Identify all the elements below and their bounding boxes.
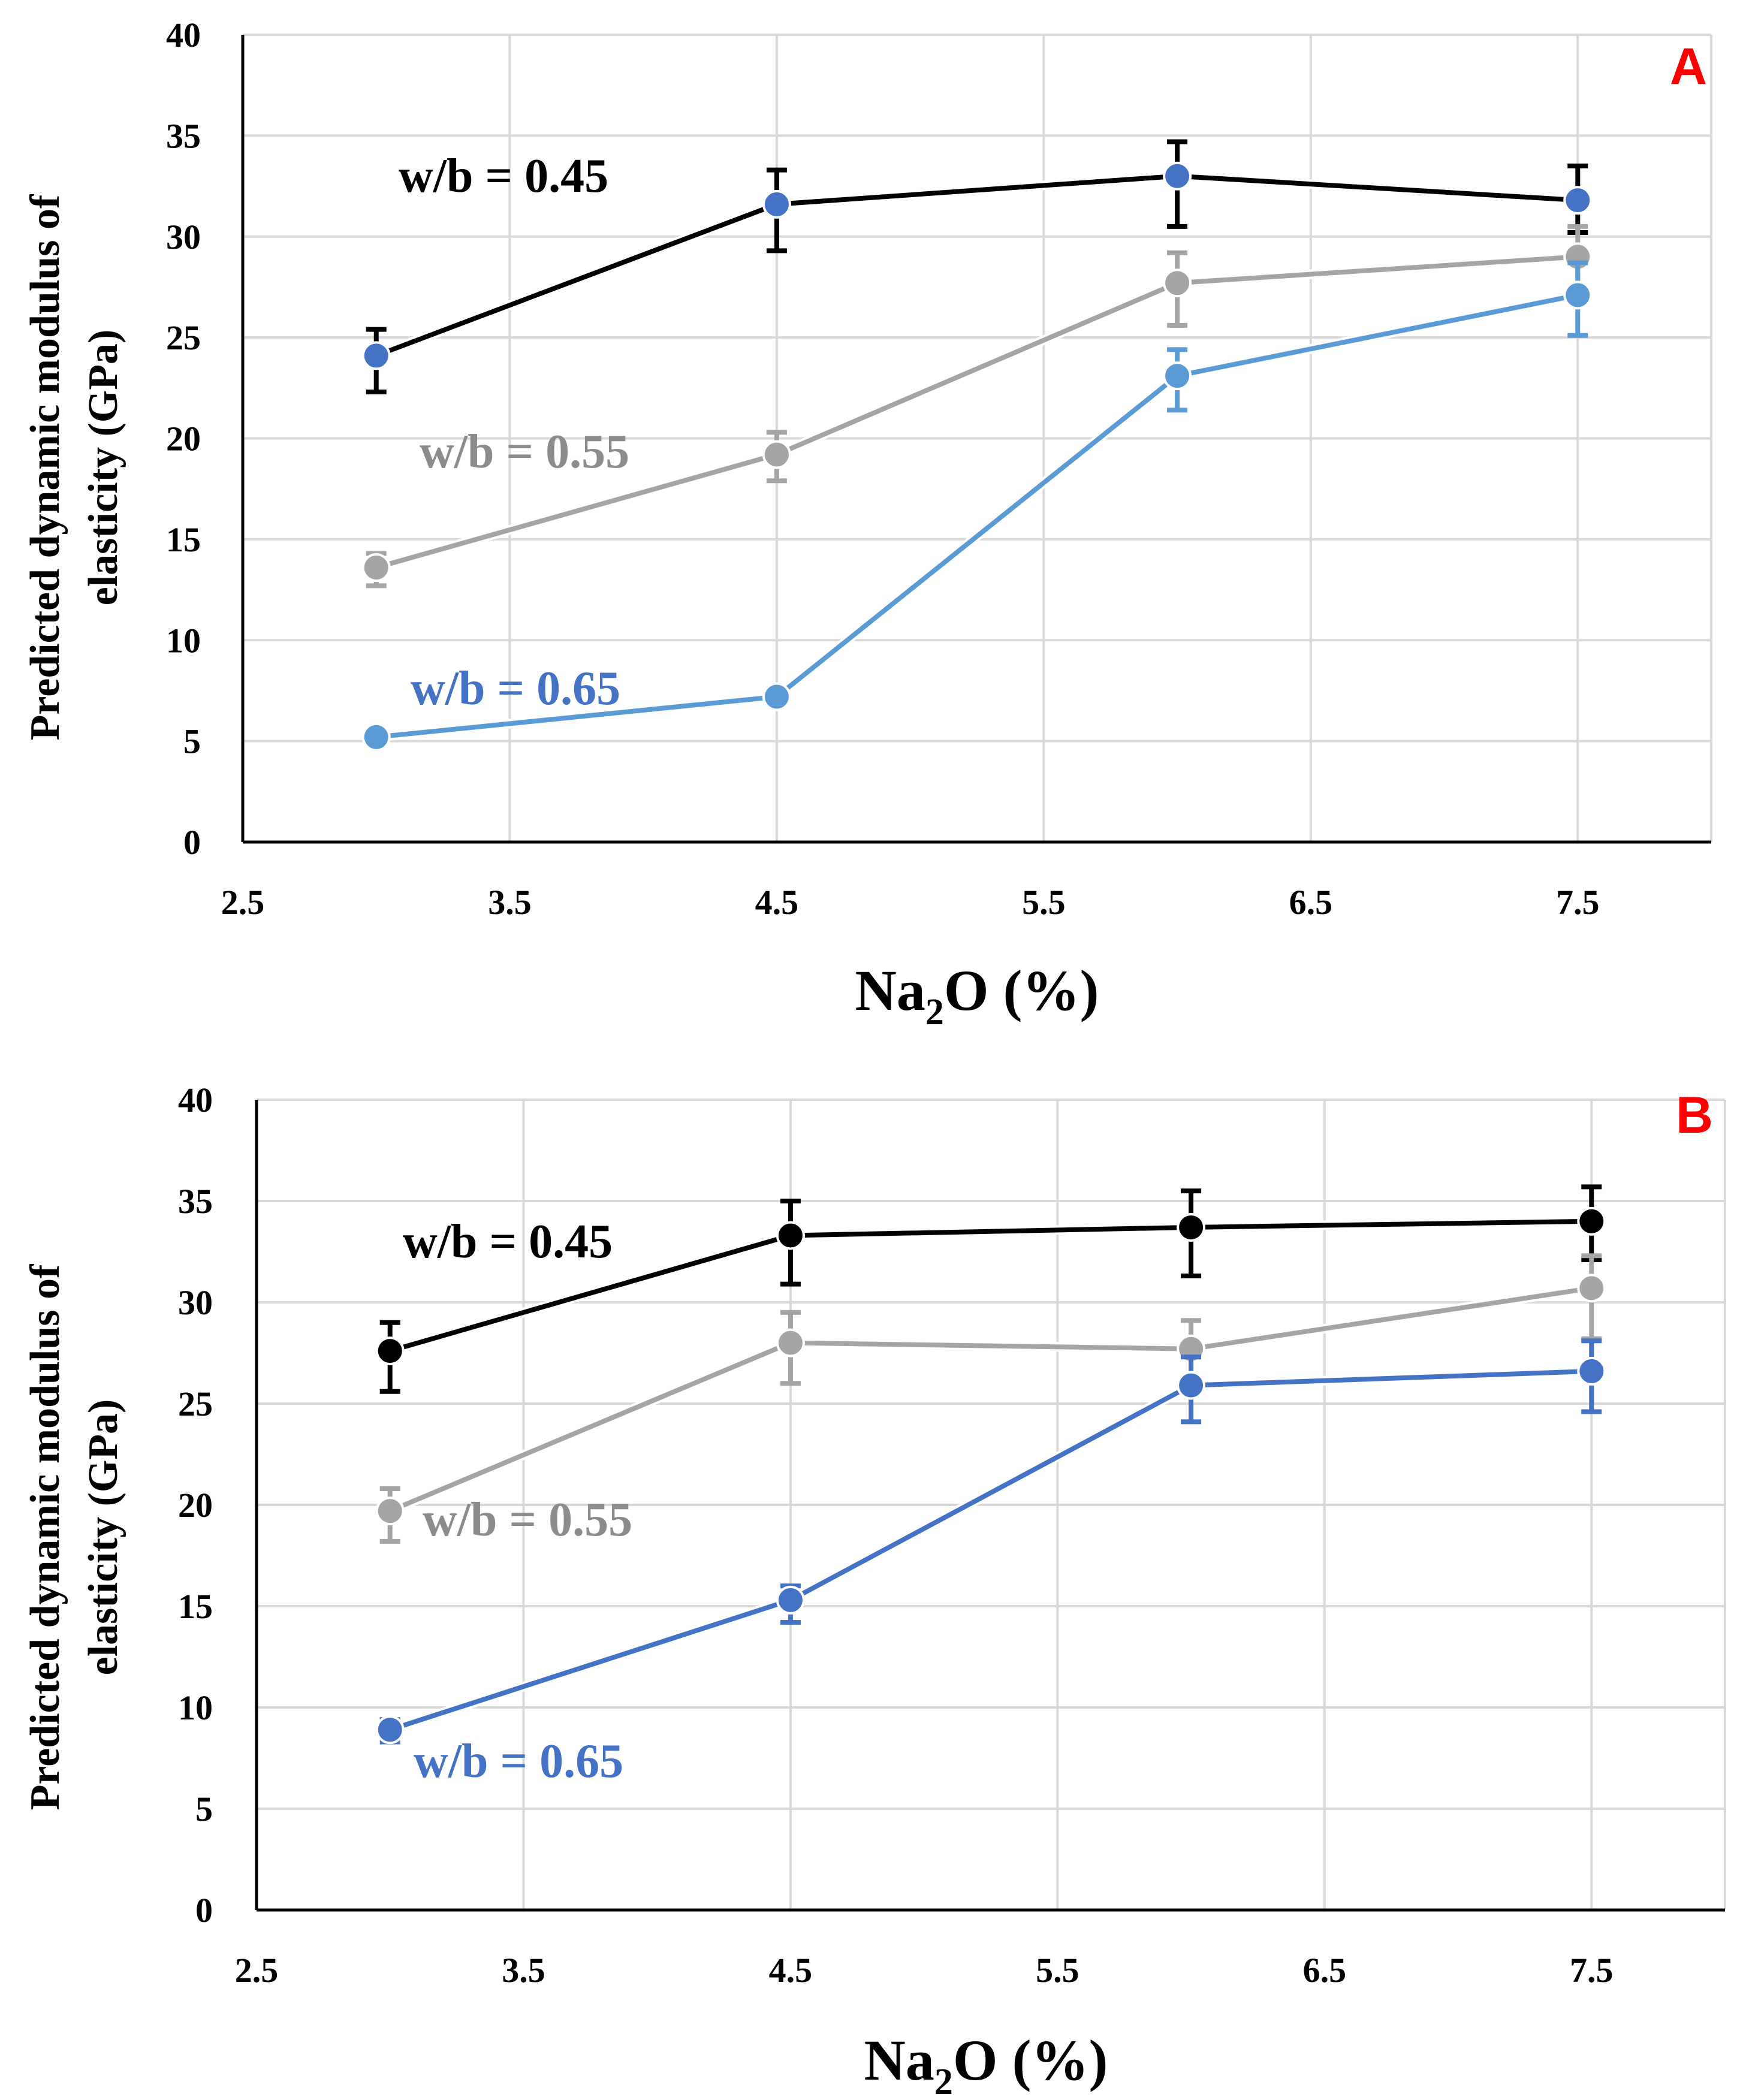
series-line [389,1286,1592,1513]
series-line [376,292,1579,740]
x-tick-label: 2.5 [221,883,265,922]
data-point [1163,361,1192,391]
data-point [776,1328,805,1357]
data-point [1177,1371,1206,1400]
x-tick-label: 5.5 [1022,883,1066,922]
y-tick-label: 30 [178,1283,213,1322]
series-label: w/b = 0.55 [420,426,629,478]
y-tick-label: 40 [166,16,201,55]
chart-panel-b: 0 5 10 15 20 25 30 35 40 2.5 3.5 4.5 5.5 6.5 7.5 Na2O (… [22,1081,1726,2100]
x-axis-title-rest: O (%) [953,2028,1108,2092]
data-point [1577,1356,1606,1386]
data-point [1177,1212,1206,1242]
y-axis-title-line2: elasticity (GPa) [80,1399,126,1676]
y-tick-label: 30 [166,218,201,257]
x-tick-label: 6.5 [1303,1951,1347,1990]
x-tick-label: 2.5 [235,1951,279,1990]
y-tick-label: 25 [178,1384,213,1423]
data-point [1163,161,1192,191]
y-axis-title-line2: elasticity (GPa) [80,330,126,606]
x-axis-title-rest: O (%) [944,958,1099,1022]
y-tick-label: 35 [178,1182,213,1221]
series-label: w/b = 0.45 [399,150,608,203]
series-w-b-0-55: w/b = 0.55 [375,1253,1606,1546]
panel-label: A [1670,38,1707,95]
data-point [361,341,391,370]
y-tick-label: 15 [178,1587,213,1626]
x-axis-title-subscript: 2 [925,992,944,1033]
data-point [776,1221,805,1250]
x-axis-title-main: Na [855,958,925,1022]
y-axis-title-line1: Predicted dynamic modulus of [22,1264,68,1810]
series-label: w/b = 0.65 [414,1735,623,1788]
y-tick-label: 35 [166,116,201,155]
series-w-b-0-65: w/b = 0.65 [375,1338,1606,1788]
x-axis-title-main: Na [864,2028,934,2092]
x-tick-label: 4.5 [769,1951,813,1990]
x-tick-label: 6.5 [1289,883,1333,922]
series-w-b-0-55: w/b = 0.55 [361,224,1593,589]
y-tick-label: 20 [166,420,201,458]
y-tick-label: 10 [178,1688,213,1727]
series-w-b-0-45: w/b = 0.45 [361,139,1593,395]
data-point [762,189,791,219]
x-tick-label: 3.5 [502,1951,545,1990]
y-tick-label: 0 [195,1891,213,1930]
series-line [389,1218,1592,1353]
panel-label: B [1676,1087,1713,1144]
data-point [762,682,791,711]
data-point [1577,1274,1606,1303]
y-tick-label: 40 [178,1081,213,1120]
x-axis-title: Na2O (%) [864,2028,1108,2100]
data-point [1163,268,1192,298]
y-tick-label: 5 [183,722,201,761]
data-point [361,553,391,583]
x-tick-label: 5.5 [1036,1951,1079,1990]
series-label: w/b = 0.65 [411,662,620,715]
data-point [762,440,791,469]
x-tick-label: 7.5 [1556,883,1600,922]
x-tick-label: 7.5 [1570,1951,1614,1990]
gridlines [257,1099,1726,1910]
data-point [1577,1206,1606,1236]
x-tick-label: 4.5 [755,883,799,922]
y-axis-title-line1: Predicted dynamic modulus of [22,194,68,740]
x-axis-title-subscript: 2 [934,2062,953,2100]
y-tick-label: 20 [178,1486,213,1525]
data-point [375,1496,405,1526]
y-tick-label: 5 [195,1790,213,1829]
x-tick-label: 3.5 [488,883,532,922]
x-axis-title: Na2O (%) [855,958,1099,1033]
series-label: w/b = 0.55 [423,1493,632,1546]
series-line [389,1368,1592,1733]
data-point [1563,280,1593,310]
data-point [375,1336,405,1366]
data-point [361,722,391,752]
data-point [375,1715,405,1745]
data-point [776,1585,805,1615]
chart-panel-a: 0 5 10 15 20 25 30 35 40 2.5 3.5 4.5 5.5 6.5 7.5 Na2O (… [22,16,1712,1033]
series-label: w/b = 0.45 [403,1215,613,1268]
y-tick-label: 10 [166,621,201,660]
y-tick-label: 0 [183,823,201,862]
series-w-b-0-65: w/b = 0.65 [361,260,1593,752]
y-tick-label: 15 [166,520,201,559]
y-tick-label: 25 [166,318,201,357]
series-w-b-0-45: w/b = 0.45 [375,1184,1606,1394]
series-line [375,254,1578,570]
data-point [1563,186,1593,215]
series-line [375,173,1578,358]
